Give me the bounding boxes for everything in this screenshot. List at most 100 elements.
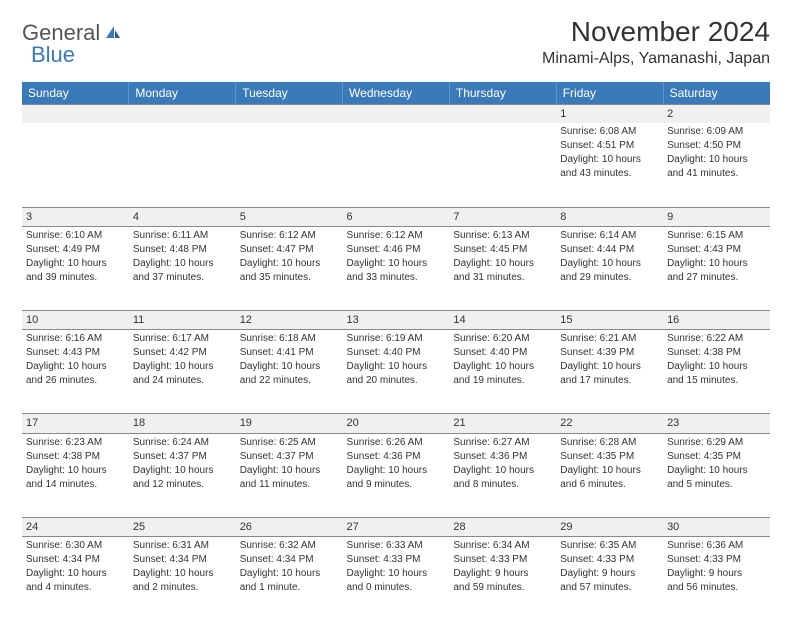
day-cell: Sunrise: 6:08 AMSunset: 4:51 PMDaylight:… — [556, 123, 663, 207]
day-content: Sunrise: 6:18 AMSunset: 4:41 PMDaylight:… — [236, 330, 343, 390]
day-number — [343, 105, 450, 124]
day-cell: Sunrise: 6:13 AMSunset: 4:45 PMDaylight:… — [449, 227, 556, 311]
day-number: 17 — [22, 414, 129, 433]
day-content-row: Sunrise: 6:10 AMSunset: 4:49 PMDaylight:… — [22, 227, 770, 311]
daylight-text: Daylight: 9 hours — [453, 567, 552, 580]
sunrise-text: Sunrise: 6:34 AM — [453, 539, 552, 552]
sunrise-text: Sunrise: 6:08 AM — [560, 125, 659, 138]
daylight-text: and 33 minutes. — [347, 271, 446, 284]
daylight-text: and 26 minutes. — [26, 374, 125, 387]
daylight-text: and 12 minutes. — [133, 478, 232, 491]
daylight-text: Daylight: 10 hours — [240, 464, 339, 477]
day-cell: Sunrise: 6:19 AMSunset: 4:40 PMDaylight:… — [343, 330, 450, 414]
day-number — [236, 105, 343, 124]
day-number: 4 — [129, 207, 236, 226]
daylight-text: and 41 minutes. — [667, 167, 766, 180]
day-cell — [236, 123, 343, 207]
daylight-text: Daylight: 10 hours — [453, 464, 552, 477]
daylight-text: and 39 minutes. — [26, 271, 125, 284]
day-cell — [129, 123, 236, 207]
month-title: November 2024 — [542, 16, 770, 48]
daylight-text: Daylight: 10 hours — [453, 257, 552, 270]
day-number: 15 — [556, 311, 663, 330]
day-number: 20 — [343, 414, 450, 433]
day-number — [129, 105, 236, 124]
day-content: Sunrise: 6:32 AMSunset: 4:34 PMDaylight:… — [236, 537, 343, 597]
day-cell: Sunrise: 6:18 AMSunset: 4:41 PMDaylight:… — [236, 330, 343, 414]
sunrise-text: Sunrise: 6:35 AM — [560, 539, 659, 552]
day-content: Sunrise: 6:35 AMSunset: 4:33 PMDaylight:… — [556, 537, 663, 597]
daylight-text: Daylight: 10 hours — [560, 464, 659, 477]
daylight-text: and 29 minutes. — [560, 271, 659, 284]
day-number: 11 — [129, 311, 236, 330]
daylight-text: and 20 minutes. — [347, 374, 446, 387]
daylight-text: Daylight: 10 hours — [26, 360, 125, 373]
day-number: 26 — [236, 517, 343, 536]
weekday-header: Friday — [556, 82, 663, 105]
daylight-text: Daylight: 10 hours — [667, 153, 766, 166]
daylight-text: and 4 minutes. — [26, 581, 125, 594]
day-number-row: 12 — [22, 105, 770, 124]
sunrise-text: Sunrise: 6:22 AM — [667, 332, 766, 345]
day-content: Sunrise: 6:14 AMSunset: 4:44 PMDaylight:… — [556, 227, 663, 287]
title-block: November 2024 Minami-Alps, Yamanashi, Ja… — [542, 16, 770, 68]
weekday-header: Wednesday — [343, 82, 450, 105]
day-content: Sunrise: 6:11 AMSunset: 4:48 PMDaylight:… — [129, 227, 236, 287]
day-content: Sunrise: 6:21 AMSunset: 4:39 PMDaylight:… — [556, 330, 663, 390]
sunrise-text: Sunrise: 6:18 AM — [240, 332, 339, 345]
daylight-text: Daylight: 10 hours — [240, 257, 339, 270]
day-content-row: Sunrise: 6:16 AMSunset: 4:43 PMDaylight:… — [22, 330, 770, 414]
day-content: Sunrise: 6:08 AMSunset: 4:51 PMDaylight:… — [556, 123, 663, 183]
day-content: Sunrise: 6:13 AMSunset: 4:45 PMDaylight:… — [449, 227, 556, 287]
daylight-text: Daylight: 9 hours — [667, 567, 766, 580]
day-content: Sunrise: 6:26 AMSunset: 4:36 PMDaylight:… — [343, 434, 450, 494]
daylight-text: Daylight: 10 hours — [453, 360, 552, 373]
day-number — [449, 105, 556, 124]
sunrise-text: Sunrise: 6:10 AM — [26, 229, 125, 242]
daylight-text: and 17 minutes. — [560, 374, 659, 387]
day-content-row: Sunrise: 6:23 AMSunset: 4:38 PMDaylight:… — [22, 433, 770, 517]
day-cell: Sunrise: 6:25 AMSunset: 4:37 PMDaylight:… — [236, 433, 343, 517]
sunset-text: Sunset: 4:40 PM — [453, 346, 552, 359]
day-content: Sunrise: 6:30 AMSunset: 4:34 PMDaylight:… — [22, 537, 129, 597]
day-content-row: Sunrise: 6:30 AMSunset: 4:34 PMDaylight:… — [22, 536, 770, 620]
day-content: Sunrise: 6:22 AMSunset: 4:38 PMDaylight:… — [663, 330, 770, 390]
day-content: Sunrise: 6:23 AMSunset: 4:38 PMDaylight:… — [22, 434, 129, 494]
day-cell: Sunrise: 6:34 AMSunset: 4:33 PMDaylight:… — [449, 536, 556, 620]
daylight-text: Daylight: 10 hours — [347, 567, 446, 580]
sunset-text: Sunset: 4:36 PM — [347, 450, 446, 463]
day-content: Sunrise: 6:25 AMSunset: 4:37 PMDaylight:… — [236, 434, 343, 494]
day-cell: Sunrise: 6:16 AMSunset: 4:43 PMDaylight:… — [22, 330, 129, 414]
day-content: Sunrise: 6:28 AMSunset: 4:35 PMDaylight:… — [556, 434, 663, 494]
weekday-header: Monday — [129, 82, 236, 105]
sunrise-text: Sunrise: 6:11 AM — [133, 229, 232, 242]
weekday-header: Saturday — [663, 82, 770, 105]
daylight-text: Daylight: 10 hours — [240, 360, 339, 373]
day-number: 14 — [449, 311, 556, 330]
sunset-text: Sunset: 4:37 PM — [240, 450, 339, 463]
sunset-text: Sunset: 4:33 PM — [667, 553, 766, 566]
sunrise-text: Sunrise: 6:23 AM — [26, 436, 125, 449]
daylight-text: Daylight: 10 hours — [240, 567, 339, 580]
daylight-text: Daylight: 10 hours — [26, 464, 125, 477]
day-cell: Sunrise: 6:32 AMSunset: 4:34 PMDaylight:… — [236, 536, 343, 620]
day-cell: Sunrise: 6:24 AMSunset: 4:37 PMDaylight:… — [129, 433, 236, 517]
sunset-text: Sunset: 4:40 PM — [347, 346, 446, 359]
daylight-text: and 15 minutes. — [667, 374, 766, 387]
daylight-text: Daylight: 10 hours — [26, 567, 125, 580]
daylight-text: and 43 minutes. — [560, 167, 659, 180]
sunset-text: Sunset: 4:33 PM — [560, 553, 659, 566]
day-cell: Sunrise: 6:28 AMSunset: 4:35 PMDaylight:… — [556, 433, 663, 517]
sunset-text: Sunset: 4:34 PM — [240, 553, 339, 566]
sunset-text: Sunset: 4:45 PM — [453, 243, 552, 256]
day-content: Sunrise: 6:15 AMSunset: 4:43 PMDaylight:… — [663, 227, 770, 287]
sunset-text: Sunset: 4:51 PM — [560, 139, 659, 152]
sunset-text: Sunset: 4:37 PM — [133, 450, 232, 463]
day-number-row: 3456789 — [22, 207, 770, 226]
sunset-text: Sunset: 4:50 PM — [667, 139, 766, 152]
daylight-text: Daylight: 10 hours — [133, 567, 232, 580]
sunrise-text: Sunrise: 6:15 AM — [667, 229, 766, 242]
day-number: 5 — [236, 207, 343, 226]
sunrise-text: Sunrise: 6:17 AM — [133, 332, 232, 345]
sunrise-text: Sunrise: 6:28 AM — [560, 436, 659, 449]
